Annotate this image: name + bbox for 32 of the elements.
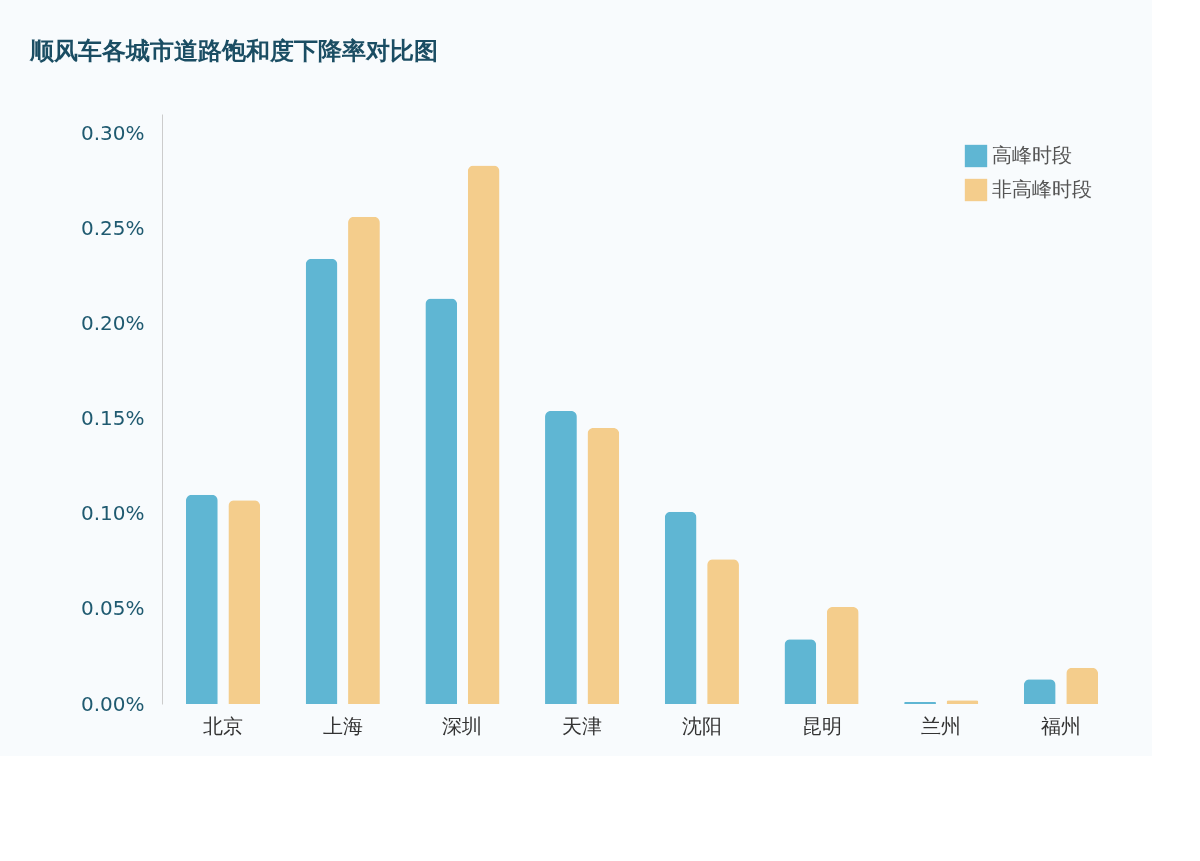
y-tick-label: 0.00% [80, 691, 145, 716]
bar [305, 258, 338, 704]
x-tick-label: 兰州 [921, 713, 962, 738]
y-tick-label: 0.20% [80, 310, 145, 335]
y-tick-label: 0.25% [80, 215, 145, 240]
bar [1066, 667, 1099, 704]
y-tick-label: 0.30% [80, 120, 145, 145]
bar [467, 165, 500, 704]
x-tick-label: 福州 [1040, 713, 1081, 738]
legend-label: 非高峰时段 [992, 177, 1092, 201]
bar [185, 494, 218, 704]
y-tick-label: 0.10% [80, 501, 145, 526]
bar [228, 500, 261, 704]
bar [425, 298, 458, 704]
bar [1023, 679, 1056, 704]
x-tick-label: 昆明 [801, 713, 842, 738]
bar [587, 428, 620, 704]
bar [784, 639, 817, 704]
x-tick-label: 上海 [322, 713, 363, 738]
bar [707, 559, 739, 704]
y-tick-label: 0.15% [80, 406, 145, 431]
legend-label: 高峰时段 [992, 143, 1072, 167]
x-tick-label: 深圳 [442, 713, 483, 738]
bar [348, 216, 380, 704]
bar [545, 410, 577, 704]
chart-title: 顺风车各城市道路饱和度下降率对比图 [29, 37, 439, 65]
bar [826, 606, 859, 704]
bar [664, 511, 697, 704]
x-tick-label: 天津 [562, 713, 603, 738]
y-tick-label: 0.05% [80, 596, 145, 621]
x-tick-label: 沈阳 [681, 713, 722, 738]
x-tick-label: 北京 [203, 713, 244, 738]
